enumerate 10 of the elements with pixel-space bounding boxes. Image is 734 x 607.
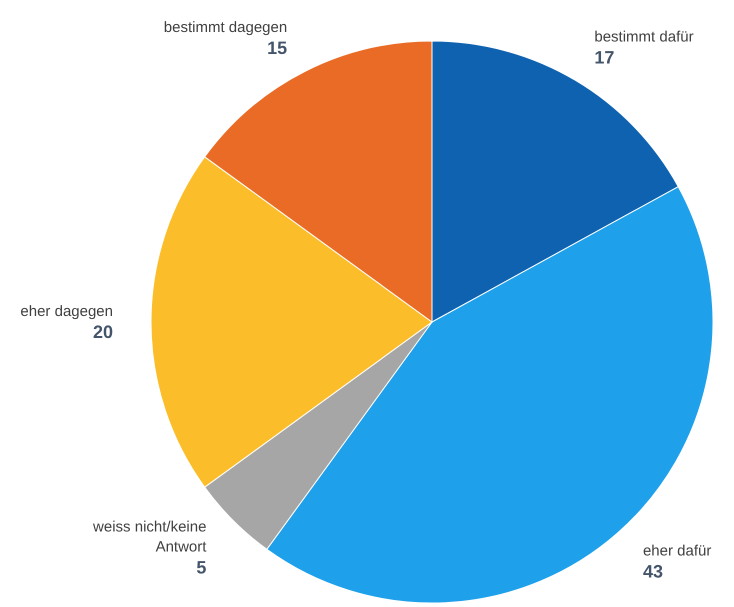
data-label: 15 [267, 38, 288, 58]
data-label: 5 [196, 558, 206, 578]
slice-label: eher dafür [642, 542, 712, 560]
slice-label: bestimmt dafür [594, 28, 694, 46]
slice-label: weiss nicht/keine Antwort [92, 518, 208, 556]
data-label: 20 [92, 322, 113, 342]
slice-label: eher dagegen [20, 303, 113, 320]
data-label: 17 [594, 47, 614, 68]
data-label: 43 [642, 561, 663, 582]
slice-label: bestimmt dagegen [164, 18, 288, 36]
